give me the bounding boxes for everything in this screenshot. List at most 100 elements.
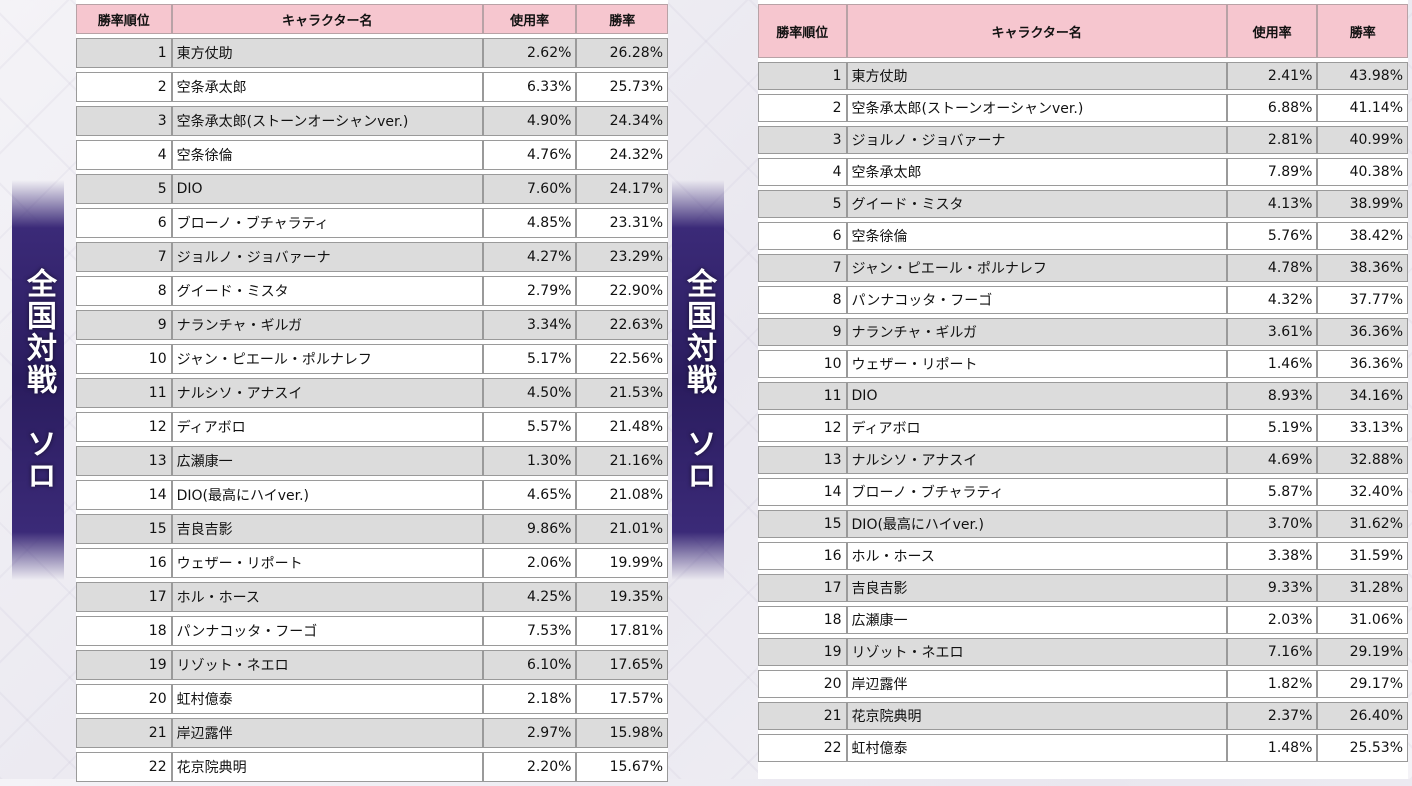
win-rate-cell: 24.17% (576, 174, 668, 204)
usage-rate-cell: 4.27% (482, 242, 577, 272)
usage-rate-cell: 5.76% (1226, 222, 1318, 250)
header-rank: 勝率順位 (76, 4, 172, 34)
table-row: 8 グイード・ミスタ 2.79% 22.90% (76, 276, 668, 306)
rank-cell: 17 (76, 582, 172, 612)
rank-cell: 6 (758, 222, 847, 250)
rank-cell: 14 (758, 478, 847, 506)
win-rate-cell: 22.56% (576, 344, 668, 374)
character-name-cell: グイード・ミスタ (171, 276, 483, 306)
win-rate-cell: 41.14% (1317, 94, 1408, 122)
win-rate-cell: 19.99% (576, 548, 668, 578)
usage-rate-cell: 4.76% (482, 140, 577, 170)
win-rate-cell: 36.36% (1317, 350, 1408, 378)
rank-cell: 16 (758, 542, 847, 570)
win-rate-cell: 38.99% (1317, 190, 1408, 218)
character-name-cell: 東方仗助 (846, 62, 1227, 90)
table-row: 1 東方仗助 2.62% 26.28% (76, 38, 668, 68)
rank-cell: 20 (76, 684, 172, 714)
right-ranking-panel: 勝率順位 キャラクター名 使用率 勝率 1 東方仗助 2.41% 43.98% 2 空条承… (758, 0, 1408, 779)
rank-cell: 1 (758, 62, 847, 90)
rank-cell: 18 (76, 616, 172, 646)
table-row: 3 ジョルノ・ジョバァーナ 2.81% 40.99% (758, 126, 1408, 154)
win-rate-cell: 38.36% (1317, 254, 1408, 282)
win-rate-cell: 22.63% (576, 310, 668, 340)
win-rate-cell: 31.06% (1317, 606, 1408, 634)
character-name-cell: ウェザー・リポート (171, 548, 483, 578)
usage-rate-cell: 3.61% (1226, 318, 1318, 346)
win-rate-cell: 32.40% (1317, 478, 1408, 506)
character-name-cell: 空条承太郎(ストーンオーシャンver.) (846, 94, 1227, 122)
usage-rate-cell: 2.03% (1226, 606, 1318, 634)
usage-rate-cell: 5.17% (482, 344, 577, 374)
character-name-cell: 東方仗助 (171, 38, 483, 68)
table-row: 11 DIO 8.93% 34.16% (758, 382, 1408, 410)
rank-cell: 17 (758, 574, 847, 602)
table-row: 13 広瀬康一 1.30% 21.16% (76, 446, 668, 476)
rank-cell: 16 (76, 548, 172, 578)
character-name-cell: ディアボロ (171, 412, 483, 442)
rank-cell: 19 (76, 650, 172, 680)
usage-rate-cell: 2.97% (482, 718, 577, 748)
rank-cell: 13 (76, 446, 172, 476)
table-row: 17 ホル・ホース 4.25% 19.35% (76, 582, 668, 612)
win-rate-cell: 26.28% (576, 38, 668, 68)
character-name-cell: ジャン・ピエール・ポルナレフ (171, 344, 483, 374)
table-row: 3 空条承太郎(ストーンオーシャンver.) 4.90% 24.34% (76, 106, 668, 136)
character-name-cell: DIO(最高にハイver.) (846, 510, 1227, 538)
usage-rate-cell: 4.85% (482, 208, 577, 238)
character-name-cell: 吉良吉影 (846, 574, 1227, 602)
rank-cell: 15 (758, 510, 847, 538)
right-table-header: 勝率順位 キャラクター名 使用率 勝率 (758, 4, 1408, 58)
rank-cell: 12 (758, 414, 847, 442)
character-name-cell: DIO (171, 174, 483, 204)
rank-cell: 13 (758, 446, 847, 474)
win-rate-cell: 43.98% (1317, 62, 1408, 90)
character-name-cell: リゾット・ネエロ (846, 638, 1227, 666)
win-rate-cell: 31.28% (1317, 574, 1408, 602)
character-name-cell: ナルシソ・アナスイ (171, 378, 483, 408)
usage-rate-cell: 3.70% (1226, 510, 1318, 538)
win-rate-cell: 24.32% (576, 140, 668, 170)
rank-cell: 1 (76, 38, 172, 68)
usage-rate-cell: 1.30% (482, 446, 577, 476)
usage-rate-cell: 1.48% (1226, 734, 1318, 762)
usage-rate-cell: 2.81% (1226, 126, 1318, 154)
win-rate-cell: 22.90% (576, 276, 668, 306)
win-rate-cell: 17.57% (576, 684, 668, 714)
win-rate-cell: 21.01% (576, 514, 668, 544)
win-rate-cell: 15.67% (576, 752, 668, 782)
win-rate-cell: 17.81% (576, 616, 668, 646)
table-row: 19 リゾット・ネエロ 6.10% 17.65% (76, 650, 668, 680)
table-row: 2 空条承太郎(ストーンオーシャンver.) 6.88% 41.14% (758, 94, 1408, 122)
usage-rate-cell: 5.87% (1226, 478, 1318, 506)
usage-rate-cell: 1.46% (1226, 350, 1318, 378)
character-name-cell: 空条徐倫 (171, 140, 483, 170)
table-row: 12 ディアボロ 5.57% 21.48% (76, 412, 668, 442)
right-banner-text: 全国対戦 ソロ (681, 268, 716, 492)
right-banner: 全国対戦 ソロ (672, 180, 724, 580)
usage-rate-cell: 4.78% (1226, 254, 1318, 282)
usage-rate-cell: 8.93% (1226, 382, 1318, 410)
table-row: 6 空条徐倫 5.76% 38.42% (758, 222, 1408, 250)
rank-cell: 11 (76, 378, 172, 408)
left-banner: 全国対戦 ソロ (12, 180, 64, 580)
character-name-cell: ホル・ホース (171, 582, 483, 612)
character-name-cell: リゾット・ネエロ (171, 650, 483, 680)
rank-cell: 2 (758, 94, 847, 122)
win-rate-cell: 31.62% (1317, 510, 1408, 538)
usage-rate-cell: 5.57% (482, 412, 577, 442)
rank-cell: 20 (758, 670, 847, 698)
rank-cell: 12 (76, 412, 172, 442)
rank-cell: 8 (76, 276, 172, 306)
win-rate-cell: 17.65% (576, 650, 668, 680)
win-rate-cell: 40.99% (1317, 126, 1408, 154)
character-name-cell: ジャン・ピエール・ポルナレフ (846, 254, 1227, 282)
table-row: 16 ホル・ホース 3.38% 31.59% (758, 542, 1408, 570)
usage-rate-cell: 6.88% (1226, 94, 1318, 122)
character-name-cell: 虹村億泰 (846, 734, 1227, 762)
usage-rate-cell: 2.41% (1226, 62, 1318, 90)
rank-cell: 2 (76, 72, 172, 102)
win-rate-cell: 21.53% (576, 378, 668, 408)
left-table-header: 勝率順位 キャラクター名 使用率 勝率 (76, 4, 668, 34)
table-row: 19 リゾット・ネエロ 7.16% 29.19% (758, 638, 1408, 666)
